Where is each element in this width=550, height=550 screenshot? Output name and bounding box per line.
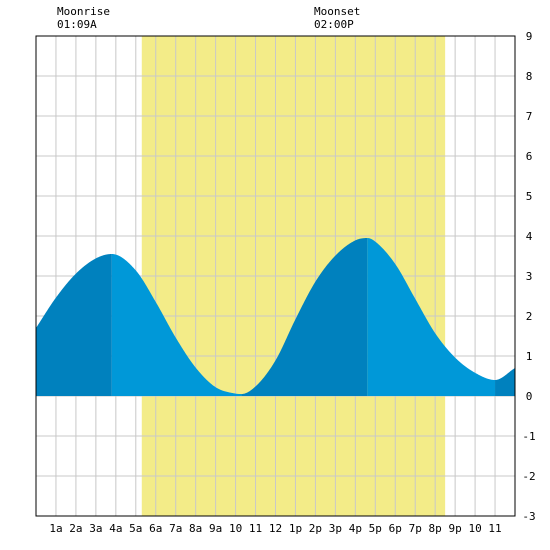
x-tick-label: 4a (109, 522, 122, 535)
x-tick-label: 7p (409, 522, 422, 535)
x-tick-label: 5p (369, 522, 382, 535)
tide-rising-segment (241, 238, 368, 396)
x-tick-label: 9a (209, 522, 222, 535)
y-tick-label: -2 (522, 470, 535, 483)
x-tick-label: 12 (269, 522, 282, 535)
moonset-time: 02:00P (314, 18, 354, 31)
tide-falling-segment (111, 254, 242, 396)
x-tick-label: 2a (69, 522, 82, 535)
y-tick-label: 2 (526, 310, 533, 323)
tide-falling-segment (367, 238, 496, 396)
x-tick-label: 1a (49, 522, 62, 535)
y-tick-label: -1 (522, 430, 535, 443)
x-tick-label: 3a (89, 522, 102, 535)
y-tick-label: -3 (522, 510, 535, 523)
x-tick-label: 8a (189, 522, 202, 535)
moonset-block: Moonset 02:00P (314, 5, 360, 31)
moonrise-label: Moonrise (57, 5, 110, 18)
y-axis-labels: -3 -2 -1 0 1 2 3 4 5 6 7 8 9 (522, 30, 535, 523)
x-tick-label: 6a (149, 522, 162, 535)
x-tick-label: 5a (129, 522, 142, 535)
y-tick-label: 5 (526, 190, 533, 203)
y-tick-label: 6 (526, 150, 533, 163)
tide-rising-segment (36, 254, 112, 396)
tide-rising-segment (495, 368, 515, 396)
plot-frame (35, 35, 516, 517)
x-tick-label: 10 (468, 522, 481, 535)
y-tick-label: 1 (526, 350, 533, 363)
y-tick-label: 9 (526, 30, 533, 43)
x-tick-label: 11 (488, 522, 501, 535)
y-tick-label: 8 (526, 70, 533, 83)
x-tick-label: 10 (229, 522, 242, 535)
y-tick-label: 4 (526, 230, 533, 243)
x-tick-label: 7a (169, 522, 182, 535)
x-axis-labels: 1a 2a 3a 4a 5a 6a 7a 8a 9a 10 11 12 1p 2p 3p 4p 5p 6p 7p 8p… (49, 522, 501, 535)
moonset-label: Moonset (314, 5, 361, 18)
y-tick-label: 0 (526, 390, 533, 403)
x-tick-label: 1p (289, 522, 302, 535)
tide-area (36, 238, 515, 396)
x-tick-label: 11 (249, 522, 262, 535)
x-tick-label: 9p (449, 522, 462, 535)
y-tick-label: 7 (526, 110, 533, 123)
moonrise-block: Moonrise 01:09A (57, 5, 110, 31)
x-tick-label: 8p (429, 522, 442, 535)
y-tick-label: 3 (526, 270, 533, 283)
x-tick-label: 6p (389, 522, 402, 535)
x-tick-label: 2p (309, 522, 322, 535)
x-tick-label: 4p (349, 522, 362, 535)
x-tick-label: 3p (329, 522, 342, 535)
moonrise-time: 01:09A (57, 18, 97, 31)
